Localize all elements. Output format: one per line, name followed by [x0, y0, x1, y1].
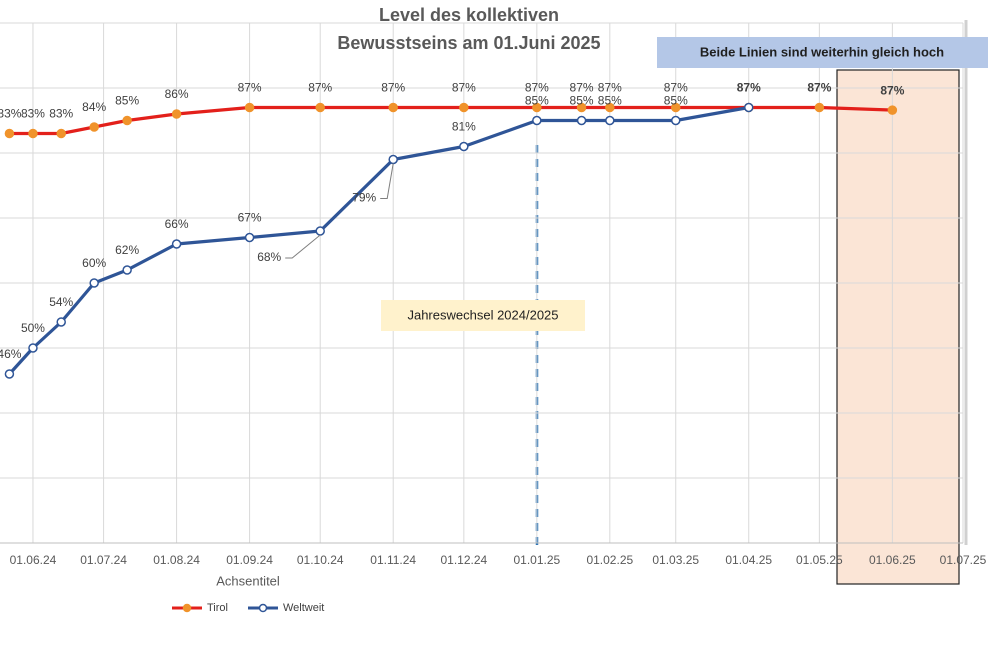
data-label: 60%	[82, 256, 106, 270]
data-point	[459, 102, 469, 113]
note-text: Jahreswechsel 2024/2025	[407, 307, 558, 322]
data-point	[89, 122, 99, 132]
x-tick-label: 01.05.25	[796, 553, 843, 567]
x-tick-label: 01.07.24	[80, 553, 127, 567]
data-label: 68%	[257, 250, 281, 264]
data-label: 87%	[807, 81, 831, 95]
data-point	[605, 102, 615, 113]
legend-marker	[182, 603, 192, 613]
grid: 01.06.24 01.07.24 01.08.24 01.09.24 01.10.24…	[0, 22, 987, 567]
data-label: 85%	[115, 94, 139, 108]
x-tick-label: 01.08.24	[153, 553, 200, 567]
data-label: 85%	[664, 94, 688, 108]
data-label: 87%	[598, 81, 622, 95]
chart-title: Bewusstseins am 01.Juni 2025	[337, 33, 600, 53]
data-label: 81%	[452, 120, 476, 134]
data-point	[244, 232, 255, 243]
data-label: 87%	[664, 81, 688, 95]
data-point	[576, 115, 587, 126]
data-point	[56, 128, 66, 139]
data-label: 87%	[880, 83, 904, 97]
data-label: 83%	[49, 107, 73, 121]
data-label: 50%	[21, 321, 45, 335]
data-point	[171, 109, 182, 119]
data-label: 83%	[0, 107, 22, 121]
data-point	[315, 226, 325, 236]
data-point	[532, 115, 542, 126]
data-label: 87%	[238, 81, 262, 95]
data-point	[532, 102, 542, 113]
data-label: 86%	[165, 87, 189, 101]
data-point	[315, 102, 325, 113]
data-label: 87%	[452, 81, 476, 95]
data-point	[670, 102, 681, 113]
data-point	[670, 115, 681, 126]
data-label: 83%	[21, 107, 45, 121]
x-tick-label: 01.06.24	[10, 553, 57, 567]
note-box	[657, 37, 988, 68]
data-point	[28, 128, 38, 139]
x-tick-label: 01.11.24	[370, 553, 416, 567]
data-label: 87%	[381, 81, 405, 95]
data-point	[605, 115, 615, 126]
leader-line	[285, 234, 321, 259]
legend-label: Weltweit	[283, 602, 324, 614]
data-point	[28, 343, 38, 353]
x-tick-label: 01.10.24	[297, 553, 344, 567]
data-point	[743, 102, 754, 113]
data-point	[122, 265, 132, 275]
x-tick-label: 01.04.25	[725, 553, 772, 567]
data-label: 87%	[570, 81, 594, 95]
legend-marker	[258, 603, 268, 613]
data-label: 54%	[49, 295, 73, 309]
legend-label: Tirol	[207, 602, 228, 614]
data-point	[388, 154, 398, 165]
data-label: 85%	[525, 94, 549, 108]
plot: 83% 83% 83% 84% 85% 86% 87% 87% 87% 87% 87% 87% 87% 8…	[0, 81, 905, 379]
data-point	[814, 102, 825, 113]
data-point	[89, 278, 99, 288]
x-axis-title: Achsentitel	[216, 573, 280, 588]
data-label: 67%	[238, 211, 262, 225]
data-point	[171, 239, 182, 249]
data-label: 87%	[525, 81, 549, 95]
x-tick-label: 01.03.25	[652, 553, 699, 567]
data-label: 66%	[165, 217, 189, 231]
note-box	[381, 300, 585, 331]
data-point	[388, 102, 398, 113]
data-label: 85%	[598, 94, 622, 108]
x-tick-label: 01.09.24	[226, 553, 273, 567]
x-tick-label: 01.07.25	[940, 553, 987, 567]
data-label: 87%	[308, 81, 332, 95]
data-point	[4, 128, 15, 139]
data-label: 46%	[0, 347, 22, 361]
x-tick-label: 01.01.25	[513, 553, 560, 567]
data-point	[4, 369, 15, 379]
data-point	[244, 102, 255, 113]
leader-line	[380, 163, 394, 199]
data-label: 84%	[82, 100, 106, 114]
chart-title: Level des kollektiven	[379, 5, 559, 25]
data-point	[576, 102, 587, 113]
note-text: Beide Linien sind weiterhin gleich hoch	[700, 44, 944, 59]
data-point	[887, 105, 898, 115]
x-tick-label: 01.02.25	[586, 553, 633, 567]
data-label: 87%	[737, 81, 761, 95]
highlight-box	[836, 69, 960, 585]
data-label: 85%	[570, 94, 594, 108]
data-point	[56, 317, 66, 327]
x-tick-label: 01.06.25	[869, 553, 916, 567]
data-point	[459, 141, 469, 152]
legend: Tirol Weltweit	[172, 602, 324, 614]
data-label: 62%	[115, 243, 139, 257]
data-point	[122, 115, 132, 126]
x-tick-label: 01.12.24	[440, 553, 487, 567]
data-label: 79%	[352, 191, 376, 205]
